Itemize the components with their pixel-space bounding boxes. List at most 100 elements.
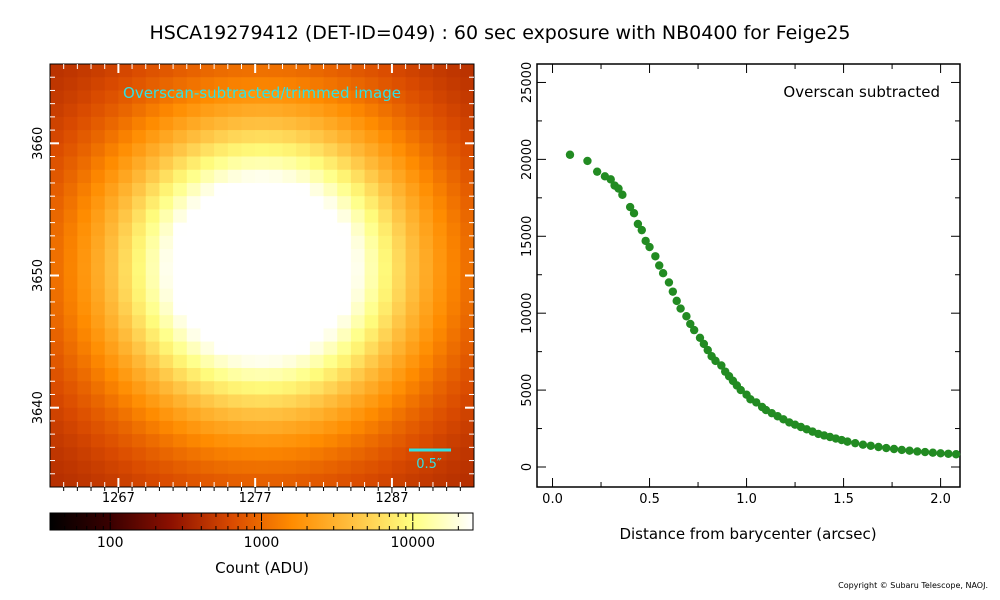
heatmap-pixel [296, 169, 311, 184]
heatmap-pixel [350, 407, 365, 422]
heatmap-pixel [350, 77, 365, 91]
heatmap-pixel [309, 328, 324, 342]
heatmap-pixel [186, 381, 201, 395]
heatmap-pixel [173, 64, 188, 78]
heatmap-pixel [63, 130, 78, 144]
profile-annotation: Overscan subtracted [783, 83, 940, 101]
heatmap-pixel [227, 249, 242, 263]
heatmap-pixel [200, 288, 215, 303]
heatmap-pixel [214, 143, 229, 157]
heatmap-pixel [214, 288, 229, 303]
heatmap-pixel [337, 328, 352, 342]
heatmap-pixel [337, 209, 352, 224]
heatmap-pixel [241, 434, 256, 448]
heatmap-pixel [337, 235, 352, 250]
heatmap-pixel [391, 169, 407, 184]
heatmap-pixel [77, 196, 92, 210]
heatmap-pixel [132, 103, 147, 118]
heatmap-pixel [145, 182, 160, 197]
profile-y-tick-label: 15000 [520, 216, 535, 257]
heatmap-pixel [186, 275, 201, 290]
heatmap-pixel [378, 130, 393, 144]
heatmap-pixel [145, 196, 160, 210]
heatmap-pixel [255, 354, 270, 369]
heatmap-pixel [173, 288, 188, 303]
heatmap-pixel [241, 381, 256, 395]
profile-y-tick-label: 20000 [520, 139, 535, 180]
heatmap-pixel [214, 381, 229, 395]
heatmap-pixel [91, 301, 106, 316]
heatmap-pixel [282, 130, 297, 144]
profile-y-tick-label: 0 [520, 463, 535, 471]
heatmap-pixel [241, 368, 256, 382]
heatmap-pixel [145, 262, 160, 276]
heatmap-pixel [132, 209, 147, 224]
heatmap-pixel [460, 407, 475, 422]
heatmap-pixel [323, 196, 338, 210]
heatmap-pixel [159, 156, 174, 171]
heatmap-pixel [460, 143, 475, 157]
heatmap-pixel [350, 249, 365, 263]
heatmap-pixel [255, 116, 270, 131]
heatmap-pixel [378, 420, 393, 435]
heatmap-pixel [214, 341, 229, 356]
heatmap-pixel [214, 182, 229, 197]
heatmap-pixel [104, 209, 119, 224]
heatmap-pixel [104, 77, 119, 91]
heatmap-pixel [145, 90, 160, 105]
heatmap-pixel [460, 90, 475, 105]
heatmap-pixel [91, 368, 106, 382]
heatmap-pixel [91, 460, 106, 475]
heatmap-pixel [350, 447, 365, 461]
heatmap-pixel [118, 288, 133, 303]
heatmap-pixel [364, 354, 379, 369]
heatmap-pixel [309, 182, 324, 197]
heatmap-pixel [63, 473, 78, 488]
image-y-tick-label: 3640 [31, 391, 46, 424]
heatmap-pixel [159, 301, 174, 316]
heatmap-pixel [173, 222, 188, 237]
heatmap-pixel [214, 420, 229, 435]
heatmap-pixel [268, 407, 283, 422]
heatmap-pixel [173, 130, 188, 144]
heatmap-pixel [132, 77, 147, 91]
heatmap-pixel [104, 447, 119, 461]
heatmap-pixel [268, 90, 283, 105]
heatmap-pixel [446, 434, 461, 448]
heatmap-pixel [255, 328, 270, 342]
heatmap-pixel [186, 262, 201, 276]
heatmap-cells [50, 64, 475, 488]
heatmap-pixel [200, 368, 215, 382]
heatmap-pixel [63, 116, 78, 131]
heatmap-pixel [77, 394, 92, 409]
heatmap-pixel [104, 381, 119, 395]
heatmap-pixel [214, 434, 229, 448]
heatmap-pixel [337, 354, 352, 369]
heatmap-pixel [255, 130, 270, 144]
heatmap-pixel [173, 275, 188, 290]
heatmap-pixel [419, 209, 434, 224]
heatmap-pixel [391, 235, 407, 250]
heatmap-pixel [118, 64, 133, 78]
heatmap-pixel [241, 262, 256, 276]
heatmap-pixel [132, 275, 147, 290]
heatmap-pixel [309, 169, 324, 184]
heatmap-pixel [323, 394, 338, 409]
heatmap-pixel [241, 209, 256, 224]
heatmap-pixel [77, 262, 92, 276]
heatmap-pixel [446, 473, 461, 488]
heatmap-pixel [241, 473, 256, 488]
heatmap-pixel [227, 275, 242, 290]
heatmap-pixel [63, 235, 78, 250]
heatmap-pixel [118, 368, 133, 382]
heatmap-pixel [200, 196, 215, 210]
heatmap-pixel [77, 288, 92, 303]
heatmap-pixel [446, 64, 461, 78]
heatmap-pixel [309, 473, 324, 488]
heatmap-pixel [241, 460, 256, 475]
data-point [606, 175, 615, 184]
heatmap-pixel [350, 116, 365, 131]
image-y-tick-label: 3660 [31, 127, 46, 160]
heatmap-pixel [323, 381, 338, 395]
heatmap-pixel [159, 262, 174, 276]
